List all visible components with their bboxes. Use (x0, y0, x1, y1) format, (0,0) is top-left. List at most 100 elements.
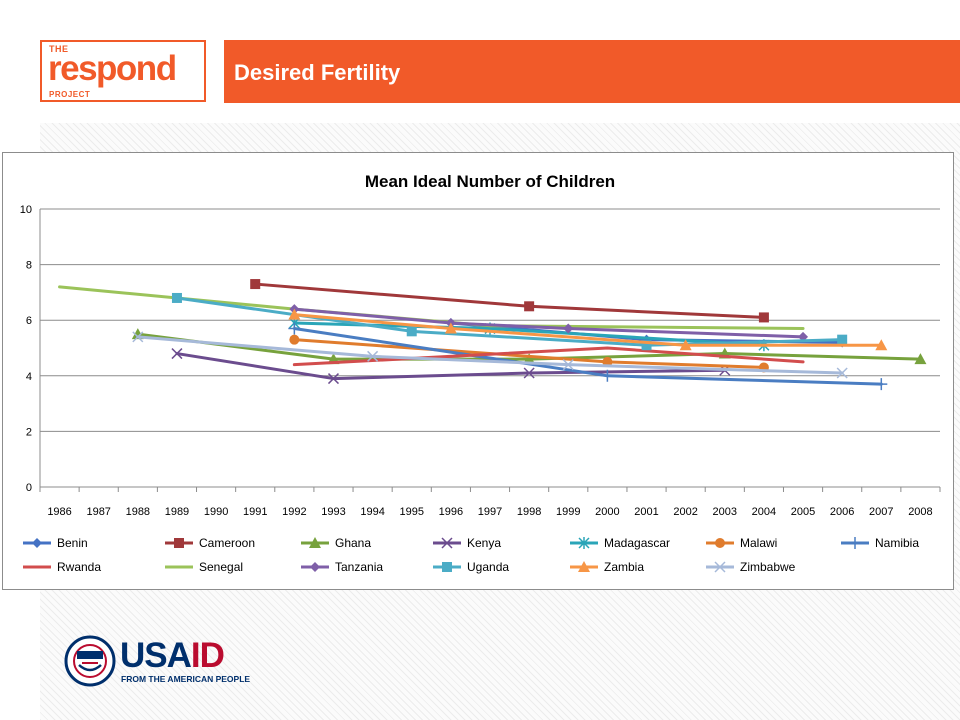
legend-label-kenya: Kenya (467, 536, 501, 550)
x-tick-label: 2006 (830, 506, 854, 518)
y-tick-label: 8 (26, 260, 32, 272)
data-point-malawi (289, 334, 300, 345)
data-point-kenya (171, 348, 183, 360)
legend-item-uganda: Uganda (433, 560, 509, 574)
series-line-kenya (175, 352, 727, 381)
x-tick-label: 2003 (713, 506, 737, 518)
legend-marker-zimbabwe (714, 561, 726, 573)
legend-item-benin: Benin (23, 536, 88, 550)
logo-the-text: THE (49, 44, 69, 54)
usaid-wordmark-id: ID (190, 636, 225, 675)
legend-item-senegal: Senegal (165, 560, 243, 574)
page-title: Desired Fertility (234, 60, 401, 85)
series-zimbabwe (132, 331, 848, 379)
data-point-zambia (288, 308, 301, 320)
x-tick-label: 1987 (86, 506, 110, 518)
x-tick-label: 1994 (360, 506, 384, 518)
legend-item-ghana: Ghana (301, 536, 371, 550)
x-tick-label: 1988 (126, 506, 150, 518)
x-tick-label: 1995 (399, 506, 423, 518)
legend-marker-malawi (715, 538, 725, 548)
x-tick-label: 1986 (47, 506, 71, 518)
data-point-zambia (875, 339, 888, 351)
x-tick-label: 2005 (791, 506, 815, 518)
data-point-zimbabwe (836, 367, 848, 379)
y-tick-label: 10 (20, 204, 32, 216)
series-line-zimbabwe (136, 335, 844, 375)
usaid-logo: USAID FROM THE AMERICAN PEOPLE (64, 633, 264, 693)
data-point-namibia (875, 378, 888, 391)
legend-marker-ghana (309, 537, 321, 548)
x-tick-label: 1993 (321, 506, 345, 518)
legend-item-rwanda: Rwanda (23, 560, 101, 574)
x-tick-label: 1999 (556, 506, 580, 518)
legend-marker-zambia (578, 561, 590, 572)
series-zambia (288, 308, 888, 351)
legend-item-namibia: Namibia (841, 536, 919, 550)
legend-label-cameroon: Cameroon (199, 536, 255, 550)
logo-project-text: PROJECT (49, 90, 91, 99)
data-point-cameroon (250, 279, 261, 290)
series-namibia (288, 322, 888, 391)
data-point-uganda (171, 292, 182, 303)
legend-label-benin: Benin (57, 536, 88, 550)
y-tick-label: 6 (26, 315, 32, 327)
legend-marker-uganda (442, 562, 452, 572)
x-tick-label: 1989 (165, 506, 189, 518)
data-point-namibia (288, 322, 301, 335)
series-line-tanzania (292, 307, 805, 339)
legend-label-zambia: Zambia (604, 560, 644, 574)
legend-label-zimbabwe: Zimbabwe (740, 560, 796, 574)
usaid-seal-icon (64, 635, 116, 687)
x-tick-label: 1996 (439, 506, 463, 518)
y-tick-label: 2 (26, 426, 32, 438)
legend-label-senegal: Senegal (199, 560, 243, 574)
y-tick-label: 0 (26, 482, 32, 494)
respond-project-logo: THE respond PROJECT (40, 40, 206, 102)
legend-label-namibia: Namibia (875, 536, 919, 550)
chart-container: Mean Ideal Number of Children 0 2 4 6 8 10 1986… (2, 152, 954, 590)
x-tick-label: 2000 (595, 506, 619, 518)
data-point-cameroon (758, 312, 769, 323)
data-point-uganda (641, 340, 652, 351)
data-point-uganda (837, 334, 848, 345)
series-rwanda (292, 346, 805, 367)
data-point-zimbabwe (132, 331, 144, 343)
legend-marker-kenya (441, 537, 453, 549)
data-point-zambia (679, 339, 692, 351)
series-cameroon (250, 279, 769, 323)
data-point-zimbabwe (562, 359, 574, 371)
legend-marker-madagascar (578, 537, 590, 549)
legend-label-tanzania: Tanzania (335, 560, 383, 574)
data-point-tanzania (563, 323, 574, 334)
data-point-ghana (914, 353, 927, 365)
x-tick-label: 1991 (243, 506, 267, 518)
series-line-zambia (292, 313, 883, 347)
logo-respond-text: respond (48, 49, 177, 88)
legend-label-madagascar: Madagascar (604, 536, 670, 550)
usaid-wordmark-usa: USA (120, 636, 192, 675)
x-tick-label: 2002 (673, 506, 697, 518)
x-tick-label: 2007 (869, 506, 893, 518)
legend-marker-cameroon (174, 538, 184, 548)
legend-item-kenya: Kenya (433, 536, 501, 550)
legend-item-zimbabwe: Zimbabwe (706, 560, 796, 574)
data-point-namibia (601, 369, 614, 382)
data-point-kenya (327, 373, 340, 385)
x-tick-label: 1992 (282, 506, 306, 518)
x-tick-label: 2008 (908, 506, 932, 518)
x-tick-label: 1998 (517, 506, 541, 518)
usaid-tagline: FROM THE AMERICAN PEOPLE (121, 674, 251, 684)
title-banner: Desired Fertility (224, 40, 960, 103)
data-point-kenya (523, 367, 535, 379)
legend-item-tanzania: Tanzania (301, 560, 383, 574)
legend-marker-benin (32, 538, 42, 548)
usaid-wordmark: USAID (120, 636, 225, 675)
series-uganda (171, 292, 848, 351)
x-tick-label: 2001 (634, 506, 658, 518)
legend-item-malawi: Malawi (706, 536, 777, 550)
legend-label-malawi: Malawi (740, 536, 777, 550)
data-point-zambia (444, 322, 457, 334)
legend-marker-namibia (849, 537, 861, 549)
series-line-rwanda (292, 346, 805, 367)
